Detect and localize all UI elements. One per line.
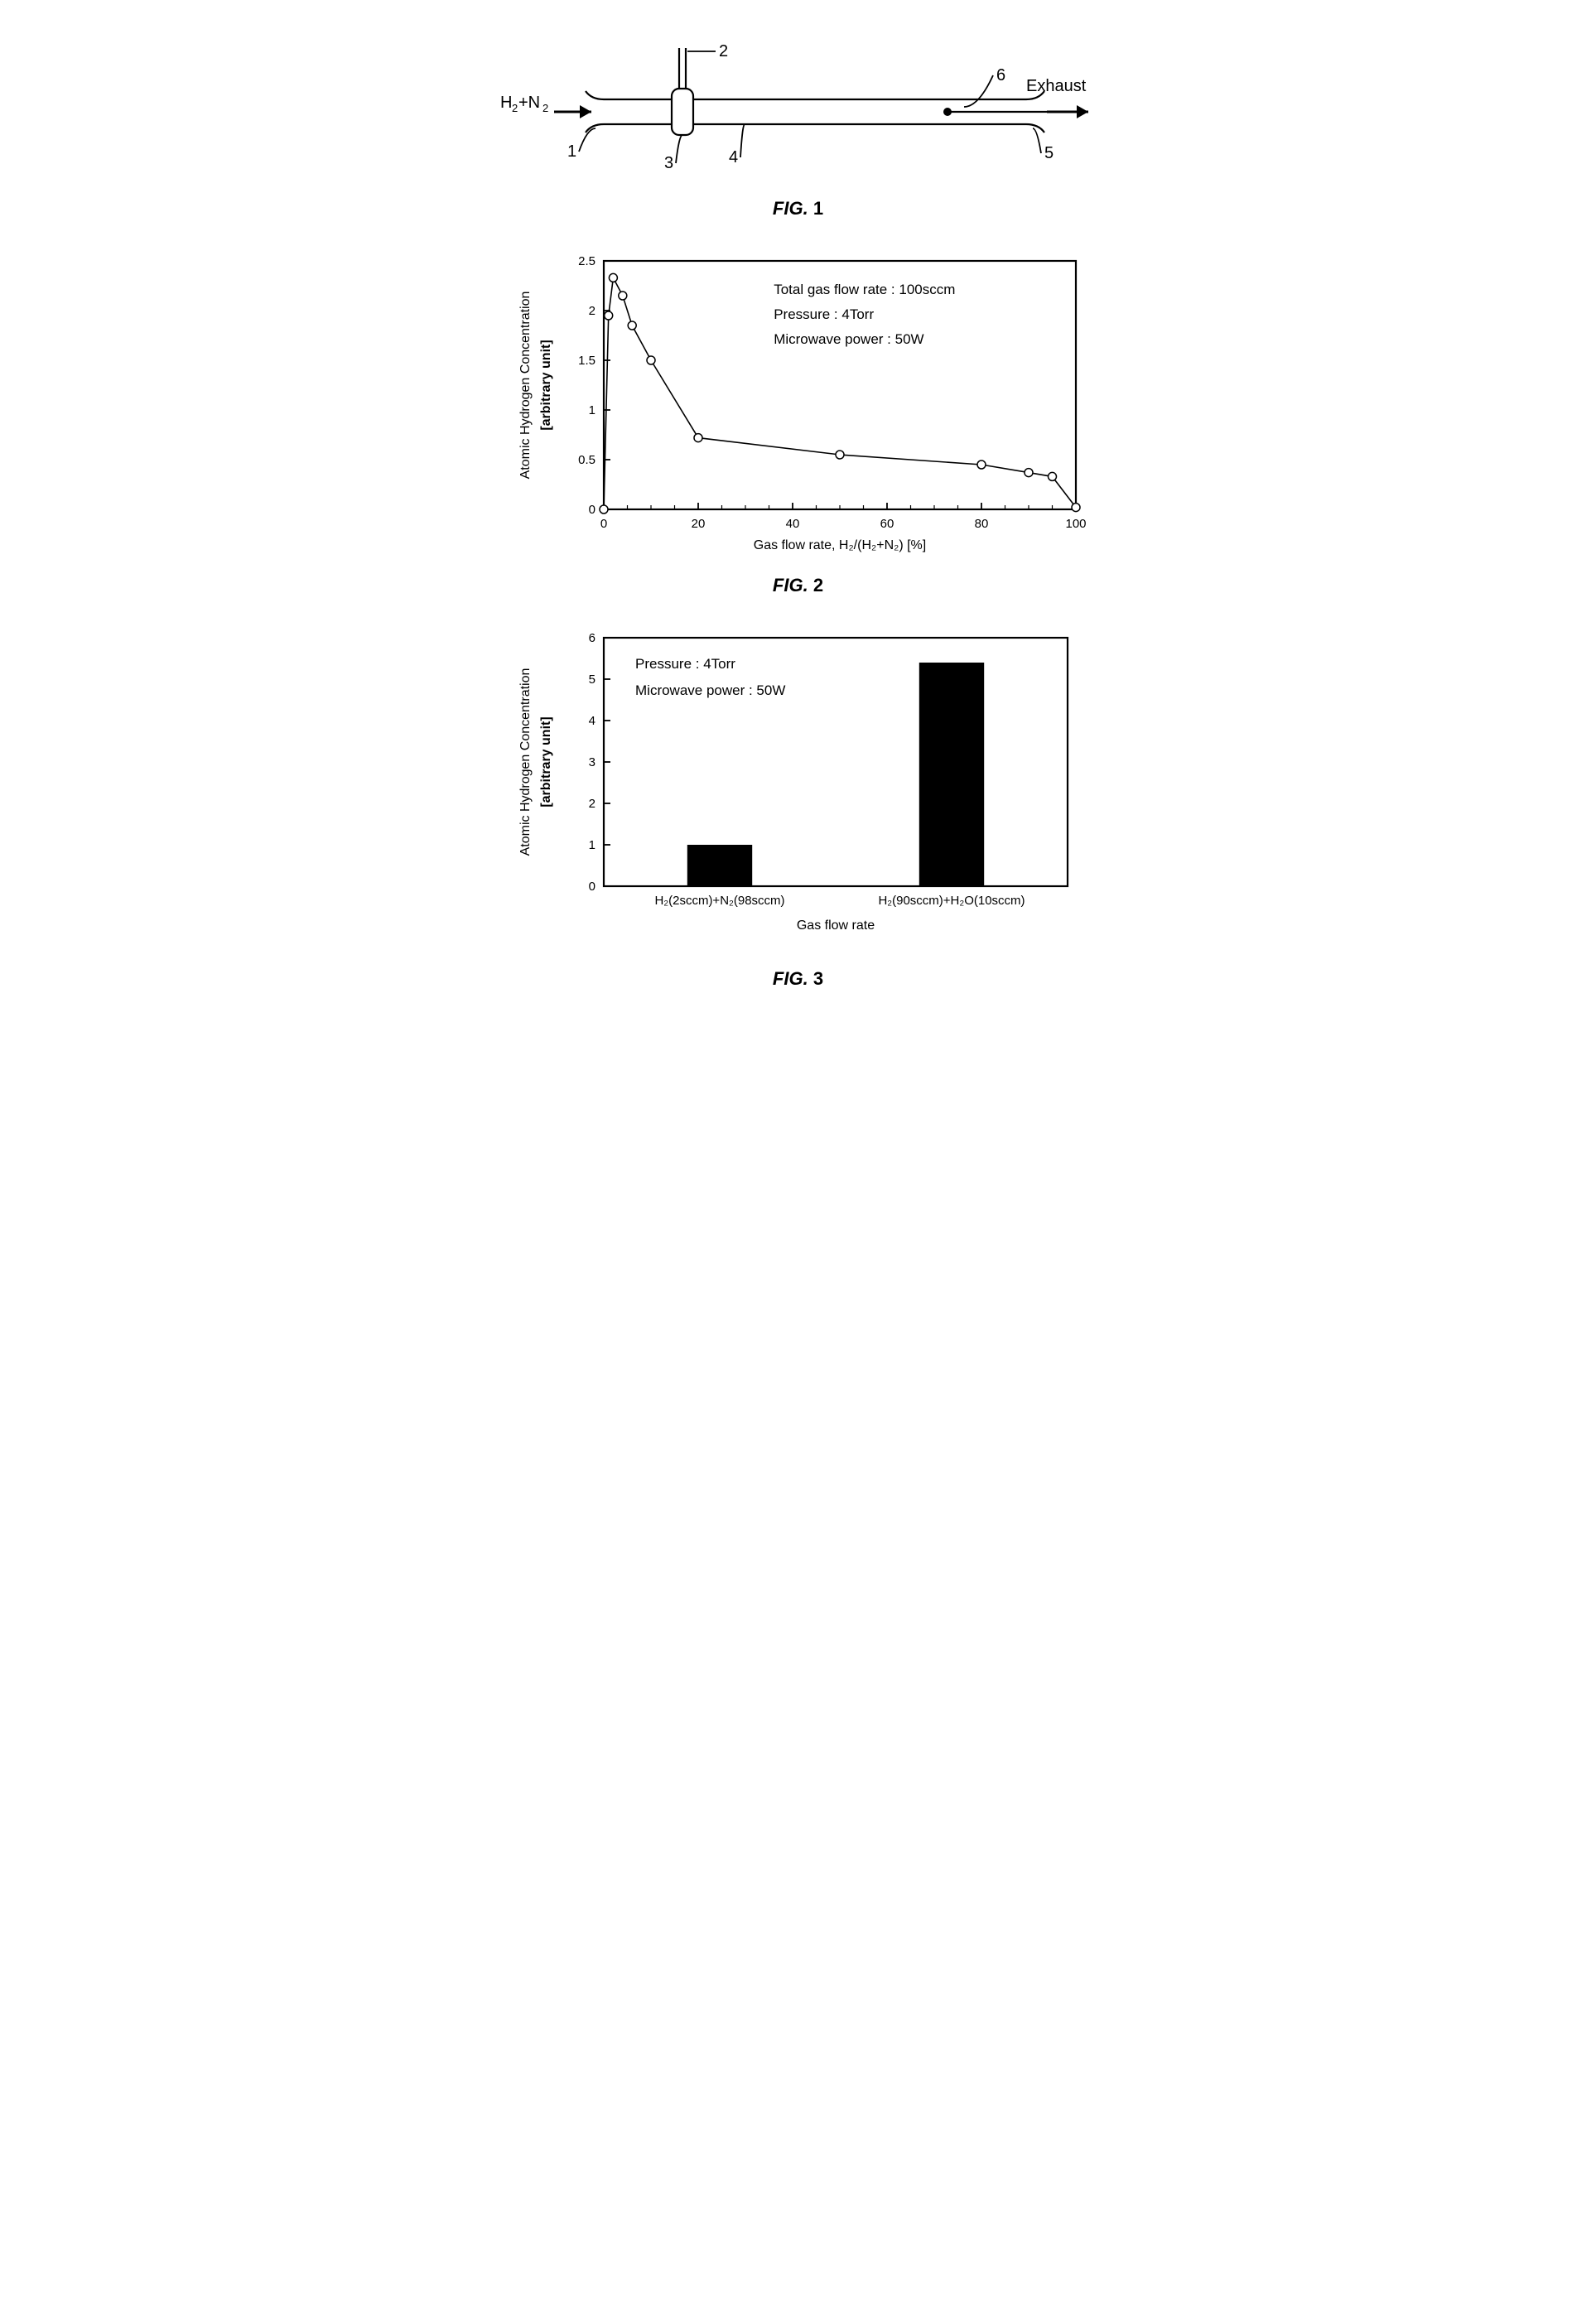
svg-text:6: 6 <box>588 631 595 645</box>
svg-text:3: 3 <box>664 154 673 172</box>
fig1-diagram: H2+N2Exhaust123456 <box>496 33 1101 182</box>
svg-text:40: 40 <box>785 517 799 531</box>
svg-text:Atomic Hydrogen Concentration: Atomic Hydrogen Concentration <box>518 292 533 480</box>
svg-text:H: H <box>500 94 512 112</box>
fig1-label: FIG. 1 <box>496 198 1101 219</box>
svg-text:0: 0 <box>588 503 595 517</box>
svg-text:0: 0 <box>600 517 606 531</box>
svg-text:5: 5 <box>588 673 595 687</box>
svg-text:0: 0 <box>588 880 595 894</box>
svg-text:Pressure : 4Torr: Pressure : 4Torr <box>635 656 735 672</box>
svg-text:20: 20 <box>691 517 705 531</box>
svg-text:2.5: 2.5 <box>578 254 595 268</box>
svg-text:2: 2 <box>588 304 595 318</box>
svg-text:1: 1 <box>567 142 576 161</box>
svg-text:1: 1 <box>588 403 595 417</box>
svg-text:Microwave power : 50W: Microwave power : 50W <box>635 682 785 698</box>
fig3-label: FIG. 3 <box>496 968 1101 990</box>
svg-text:+N: +N <box>518 94 540 112</box>
svg-text:Gas flow rate: Gas flow rate <box>796 919 874 933</box>
svg-text:3: 3 <box>588 755 595 769</box>
svg-text:1.5: 1.5 <box>578 354 595 368</box>
svg-text:Atomic Hydrogen Concentration: Atomic Hydrogen Concentration <box>518 668 533 856</box>
svg-text:[arbitrary unit]: [arbitrary unit] <box>539 340 553 430</box>
svg-text:[arbitrary unit]: [arbitrary unit] <box>539 716 553 807</box>
svg-text:Pressure : 4Torr: Pressure : 4Torr <box>774 306 874 322</box>
fig3-container: 0 1 2 3 4 5 6 H₂(2sccm)+N₂(98sccm) H₂(90sccm)+H₂… <box>496 621 1101 990</box>
svg-text:100: 100 <box>1065 517 1086 531</box>
svg-text:4: 4 <box>588 714 595 728</box>
svg-text:Gas flow rate, H₂/(H₂+N₂) [%]: Gas flow rate, H₂/(H₂+N₂) [%] <box>753 538 925 552</box>
svg-text:60: 60 <box>880 517 894 531</box>
svg-text:2: 2 <box>719 42 728 60</box>
svg-text:Microwave power : 50W: Microwave power : 50W <box>774 331 923 347</box>
svg-text:6: 6 <box>996 66 1005 84</box>
svg-text:Exhaust: Exhaust <box>1026 77 1087 95</box>
svg-text:0.5: 0.5 <box>578 453 595 467</box>
svg-text:5: 5 <box>1044 144 1054 162</box>
fig2-chart: 0 20 40 60 80 100 0 0.5 1 1.5 2 2.5 Total gas flow r… <box>496 244 1101 559</box>
page: H2+N2Exhaust123456 FIG. 1 02040608010000… <box>496 33 1101 990</box>
svg-text:1: 1 <box>588 838 595 852</box>
fig2-label: FIG. 2 <box>496 575 1101 596</box>
fig2-container: 0 20 40 60 80 100 0 0.5 1 1.5 2 2.5 Total gas flow r… <box>496 244 1101 596</box>
fig3-chart: 0 1 2 3 4 5 6 H₂(2sccm)+N₂(98sccm) H₂(90sccm)+H₂… <box>496 621 1101 952</box>
svg-text:4: 4 <box>729 148 738 166</box>
svg-text:2: 2 <box>542 102 548 114</box>
svg-text:2: 2 <box>512 102 518 114</box>
svg-text:H₂(2sccm)+N₂(98sccm): H₂(2sccm)+N₂(98sccm) <box>654 894 784 908</box>
svg-text:Total gas flow rate : 100sccm: Total gas flow rate : 100sccm <box>774 282 955 297</box>
fig1-container: H2+N2Exhaust123456 FIG. 1 <box>496 33 1101 219</box>
svg-text:H₂(90sccm)+H₂O(10sccm): H₂(90sccm)+H₂O(10sccm) <box>878 894 1025 908</box>
svg-text:2: 2 <box>588 797 595 811</box>
svg-text:80: 80 <box>974 517 988 531</box>
